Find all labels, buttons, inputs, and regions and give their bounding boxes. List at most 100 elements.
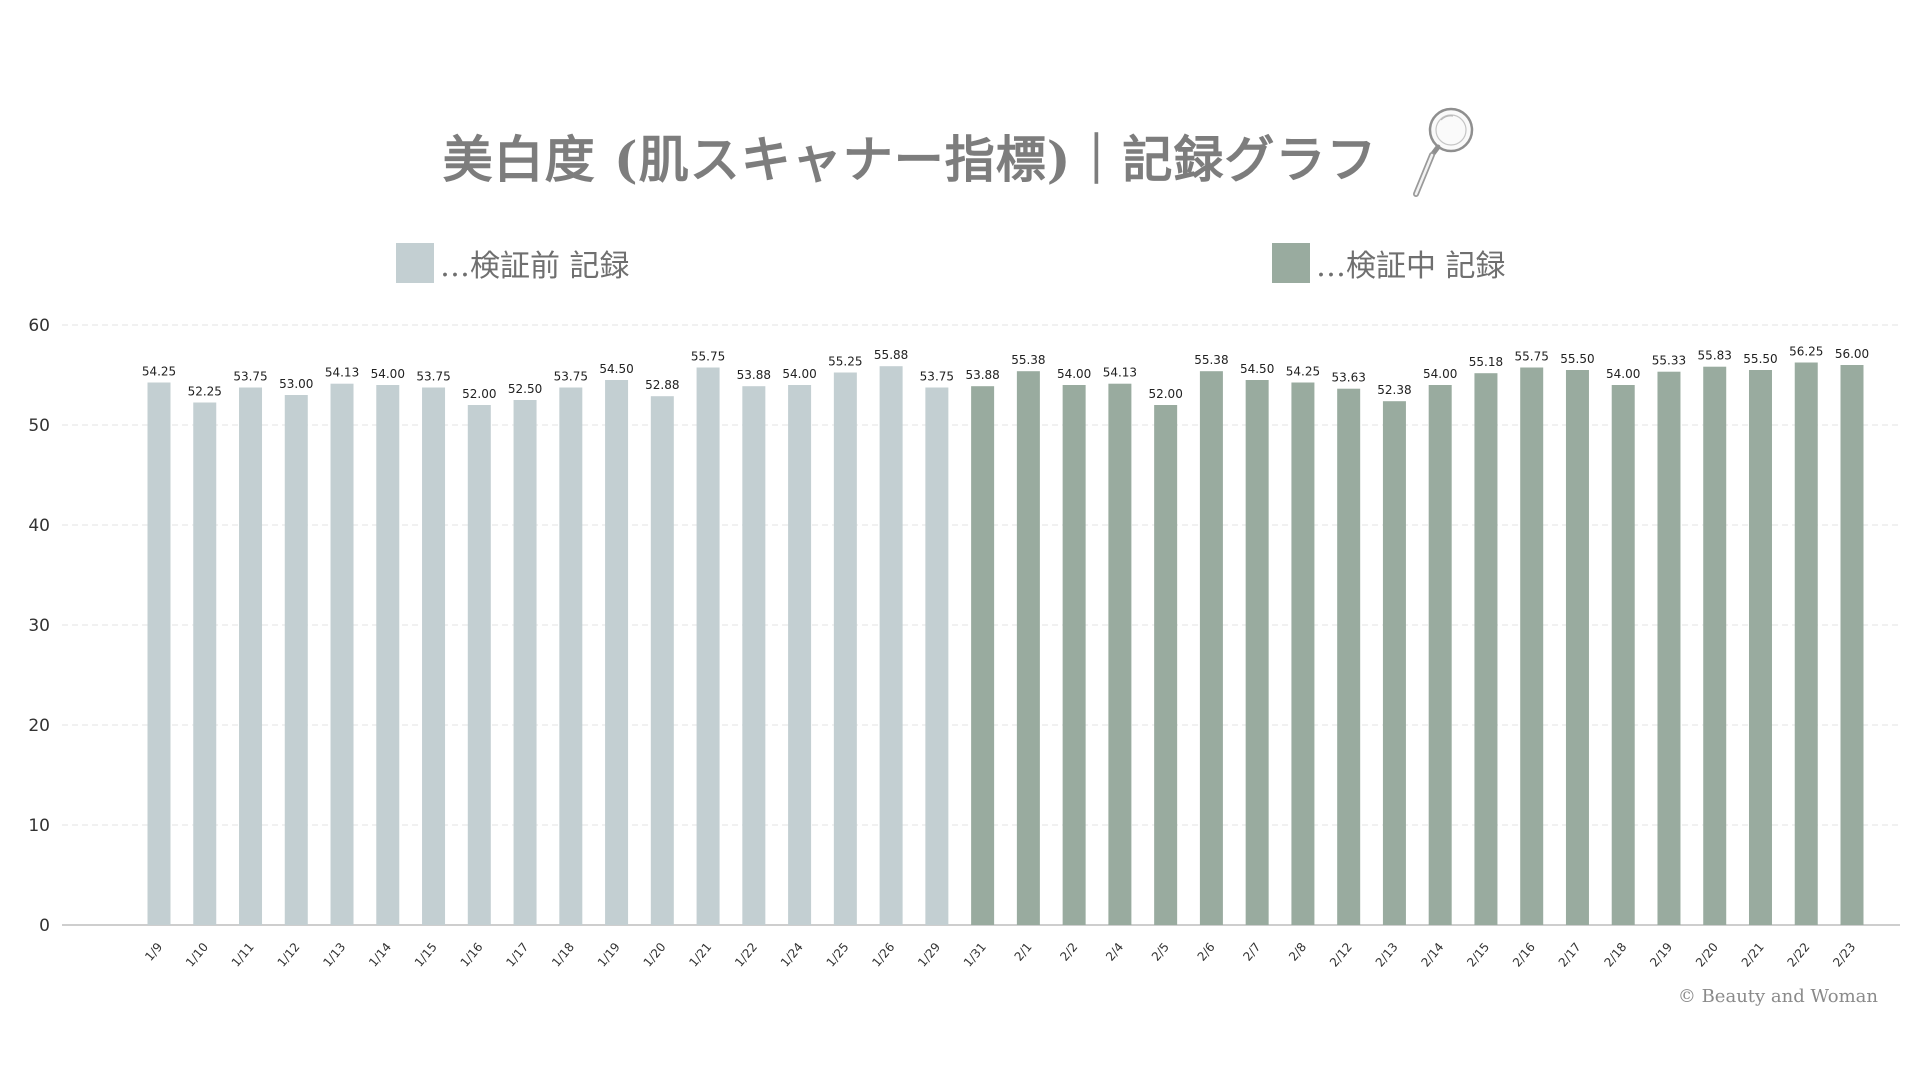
bar [1520, 367, 1544, 925]
x-tick-label: 2/6 [1195, 940, 1218, 964]
data-label: 54.13 [1103, 366, 1137, 380]
bar [1611, 385, 1635, 925]
data-label: 54.00 [1423, 367, 1457, 381]
data-label: 55.50 [1560, 352, 1594, 366]
bar [239, 387, 263, 925]
bar [193, 402, 217, 925]
bar [1245, 380, 1269, 925]
data-label: 53.75 [416, 370, 450, 384]
bar [925, 387, 949, 925]
data-label: 56.25 [1789, 345, 1823, 359]
data-label: 54.00 [371, 367, 405, 381]
bar [1794, 362, 1818, 925]
chart-title: 美白度 (肌スキャナー指標)｜記録グラフ [442, 130, 1378, 189]
x-tick-label: 1/17 [503, 940, 531, 970]
x-tick-label: 2/1 [1012, 940, 1035, 964]
x-tick-label: 1/21 [686, 940, 714, 970]
bar [696, 367, 720, 925]
data-label: 54.25 [142, 365, 176, 379]
x-tick-label: 1/22 [732, 940, 760, 970]
data-label: 52.38 [1377, 383, 1411, 397]
data-label: 52.00 [462, 387, 496, 401]
x-tick-label: 2/20 [1693, 940, 1721, 970]
data-label: 55.33 [1652, 354, 1686, 368]
x-tick-label: 2/7 [1240, 940, 1263, 964]
x-tick-label: 2/19 [1647, 940, 1675, 970]
bar [1428, 385, 1452, 925]
bar [1703, 366, 1727, 925]
bar [147, 382, 171, 925]
x-tick-label: 1/29 [915, 940, 943, 970]
bar [1108, 383, 1132, 925]
data-label: 52.88 [645, 378, 679, 392]
data-label: 55.38 [1194, 353, 1228, 367]
data-label: 55.75 [1515, 350, 1549, 364]
data-label: 55.18 [1469, 355, 1503, 369]
data-label: 53.88 [737, 368, 771, 382]
x-tick-label: 2/23 [1830, 940, 1858, 970]
x-tick-label: 2/22 [1784, 940, 1812, 970]
data-label: 55.38 [1011, 353, 1045, 367]
data-label: 54.13 [325, 366, 359, 380]
x-tick-label: 1/10 [183, 940, 211, 970]
bar [650, 396, 674, 925]
data-label: 55.25 [828, 355, 862, 369]
x-tick-label: 2/12 [1327, 940, 1355, 970]
x-tick-label: 1/25 [824, 940, 852, 970]
data-label: 52.25 [188, 385, 222, 399]
y-tick-label: 40 [28, 516, 50, 536]
data-label: 52.50 [508, 382, 542, 396]
legend-label-during: …検証中 記録 [1316, 249, 1506, 284]
x-tick-label: 2/13 [1373, 940, 1401, 970]
x-tick-label: 2/15 [1464, 940, 1492, 970]
x-tick-label: 2/17 [1556, 940, 1584, 970]
bar [467, 405, 491, 925]
data-label: 53.75 [233, 370, 267, 384]
y-tick-label: 50 [28, 416, 50, 436]
x-tick-label: 1/24 [778, 940, 806, 970]
data-label: 52.00 [1148, 387, 1182, 401]
bar [742, 386, 766, 925]
bar [1199, 371, 1223, 925]
legend-swatch-before [396, 243, 434, 283]
x-tick-label: 2/21 [1739, 940, 1767, 970]
bar [330, 383, 354, 925]
bar [1748, 370, 1772, 925]
data-label: 55.83 [1698, 349, 1732, 363]
data-label: 54.00 [1057, 367, 1091, 381]
bar [1382, 401, 1406, 925]
bar [1657, 371, 1681, 925]
x-tick-label: 1/26 [869, 940, 897, 970]
bar [1337, 388, 1361, 925]
data-label: 54.00 [1606, 367, 1640, 381]
data-label: 53.88 [965, 368, 999, 382]
data-label: 54.00 [782, 367, 816, 381]
data-label: 53.75 [920, 370, 954, 384]
x-tick-label: 1/9 [142, 940, 165, 964]
y-tick-label: 0 [39, 916, 50, 936]
x-tick-label: 2/5 [1149, 940, 1172, 964]
x-tick-label: 2/18 [1601, 940, 1629, 970]
x-tick-label: 1/19 [595, 940, 623, 970]
magnifying-glass-icon [1411, 104, 1477, 204]
bar [422, 387, 446, 925]
bar [1840, 365, 1864, 925]
x-tick-label: 1/20 [641, 940, 669, 970]
bar [605, 380, 629, 925]
title-row: 美白度 (肌スキャナー指標)｜記録グラフ [0, 107, 1920, 204]
data-label: 54.50 [1240, 362, 1274, 376]
legend-item-before: …検証前 記録 [396, 242, 630, 284]
bar [879, 366, 903, 925]
data-label: 55.75 [691, 350, 725, 364]
x-tick-label: 2/16 [1510, 940, 1538, 970]
data-label: 53.75 [554, 370, 588, 384]
y-tick-label: 20 [28, 716, 50, 736]
x-tick-label: 1/14 [366, 940, 394, 970]
x-tick-label: 1/18 [549, 940, 577, 970]
x-tick-label: 1/31 [961, 940, 989, 970]
copyright-text: © Beauty and Woman [1677, 986, 1878, 1007]
x-tick-label: 1/12 [275, 940, 303, 970]
x-tick-label: 2/14 [1418, 940, 1446, 970]
y-tick-label: 10 [28, 816, 50, 836]
